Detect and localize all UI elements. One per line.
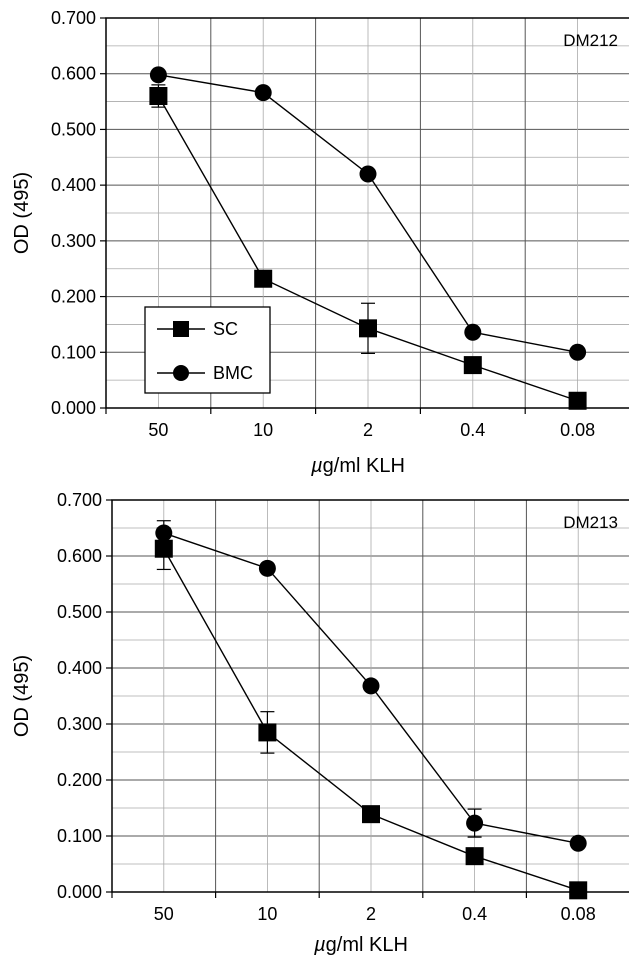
series-bmc [149, 66, 587, 361]
data-point-square [362, 805, 380, 824]
plot-frame [111, 499, 629, 893]
data-point-square [154, 539, 173, 558]
data-point-circle [362, 677, 380, 695]
x-tick-label: 0.4 [462, 904, 487, 924]
x-axis-label: µg/ml KLH [313, 934, 408, 956]
x-tick-label: 2 [366, 904, 376, 924]
y-tick-label: 0.600 [51, 64, 96, 84]
data-point-circle [254, 84, 272, 102]
legend-label: BMC [213, 363, 253, 383]
y-tick-label: 0.000 [51, 398, 96, 418]
y-tick-label: 0.400 [51, 175, 96, 195]
data-point-square [568, 391, 587, 410]
x-tick-label: 10 [257, 904, 277, 924]
y-tick-label: 0.200 [51, 287, 96, 307]
data-point-circle [464, 323, 482, 341]
data-point-square [465, 847, 484, 866]
data-point-circle [149, 66, 167, 84]
data-point-circle [359, 165, 377, 183]
data-point-circle [569, 834, 587, 852]
data-point-square [463, 356, 482, 375]
series-sc [149, 84, 587, 410]
chart-panel-dm212: 0.000 0.100 0.200 0.300 0.400 0.500 0.600 0.700… [11, 8, 629, 477]
x-tick-label: 10 [253, 420, 273, 440]
y-tick-label: 0.100 [57, 826, 102, 846]
y-axis-label: OD (495) [11, 172, 33, 254]
x-tick-label: 50 [154, 904, 174, 924]
series-bmc [155, 520, 587, 852]
series-sc [154, 527, 588, 900]
x-tick-label: 0.08 [560, 420, 595, 440]
data-point-circle [155, 524, 173, 542]
data-point-circle [569, 343, 587, 361]
y-tick-label: 0.500 [57, 602, 102, 622]
y-tick-label: 0.000 [57, 882, 102, 902]
legend-label: SC [213, 319, 238, 339]
chart-panel-dm213: 0.000 0.100 0.200 0.300 0.400 0.500 0.600 0.700… [11, 490, 629, 956]
y-tick-label: 0.700 [51, 8, 96, 28]
panel-label: DM212 [563, 31, 618, 50]
x-tick-label: 0.4 [460, 420, 485, 440]
data-point-square [569, 881, 588, 900]
data-point-square [359, 319, 377, 338]
y-tick-label: 0.700 [57, 490, 102, 510]
x-axis-label: µg/ml KLH [310, 455, 405, 477]
legend-marker-square [173, 321, 189, 337]
y-axis-label: OD (495) [11, 655, 33, 737]
data-point-square [149, 87, 168, 105]
x-tick-label: 2 [363, 420, 373, 440]
data-point-square [258, 723, 277, 742]
y-tick-label: 0.300 [51, 231, 96, 251]
y-tick-label: 0.100 [51, 342, 96, 362]
x-tick-label: 50 [148, 420, 168, 440]
legend-marker-circle [173, 365, 189, 381]
y-tick-label: 0.500 [51, 119, 96, 139]
panel-label: DM213 [563, 513, 618, 532]
y-tick-label: 0.300 [57, 714, 102, 734]
data-point-circle [466, 814, 484, 832]
data-point-square [254, 269, 273, 288]
legend-box [144, 306, 271, 394]
legend: SC BMC [144, 306, 271, 394]
x-tick-label: 0.08 [561, 904, 596, 924]
y-tick-label: 0.200 [57, 770, 102, 790]
y-tick-label: 0.400 [57, 658, 102, 678]
plot-frame [105, 17, 629, 409]
data-point-circle [258, 559, 276, 577]
y-tick-label: 0.600 [57, 546, 102, 566]
